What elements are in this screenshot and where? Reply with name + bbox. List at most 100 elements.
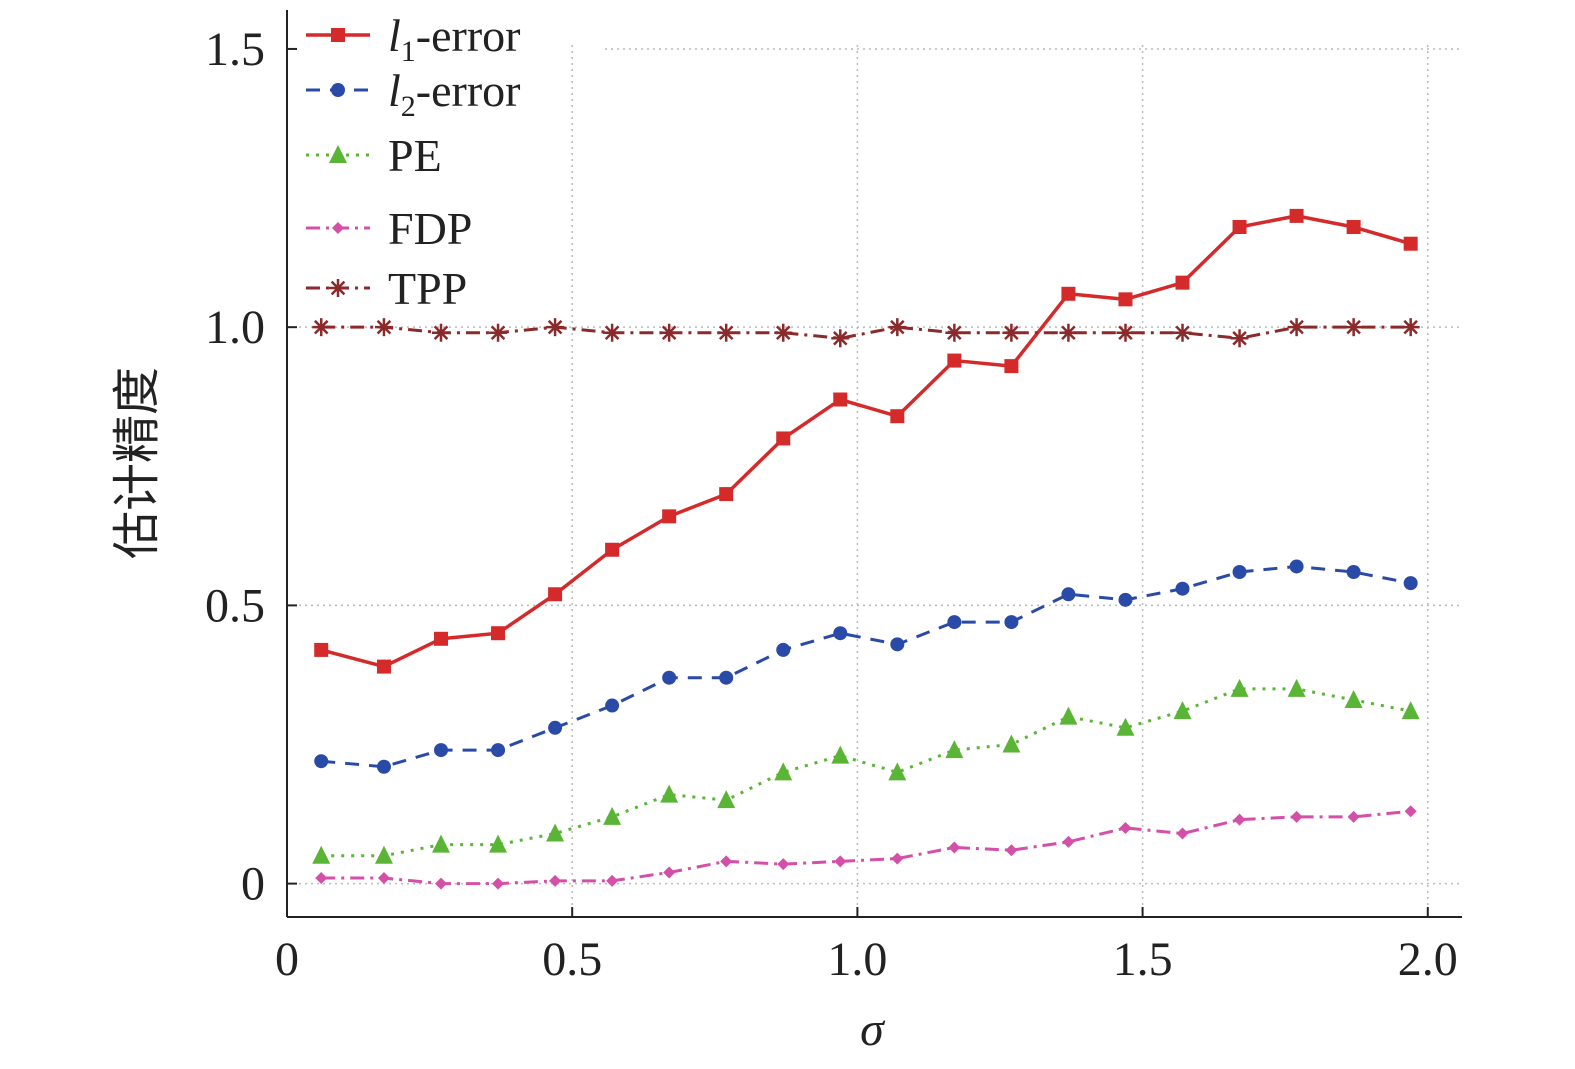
data-point-TPP bbox=[312, 318, 331, 337]
data-point-FDP bbox=[549, 874, 562, 887]
data-point-TPP bbox=[489, 323, 508, 342]
data-point-FDP bbox=[606, 874, 619, 887]
data-point-FDP bbox=[1290, 810, 1303, 823]
data-point-PE bbox=[888, 762, 907, 781]
data-point-FDP bbox=[720, 855, 733, 868]
legend-marker bbox=[329, 279, 347, 297]
data-point-FDP bbox=[663, 866, 676, 879]
data-point-l2-error bbox=[719, 670, 734, 685]
data-point-PE bbox=[312, 845, 331, 864]
data-point-TPP bbox=[831, 329, 850, 348]
data-point-l1-error bbox=[833, 392, 848, 407]
data-point-l2-error bbox=[1118, 592, 1133, 607]
data-point-PE bbox=[1059, 706, 1078, 725]
series-line-TPP bbox=[321, 325, 1411, 340]
series-group bbox=[312, 208, 1420, 890]
data-point-l2-error bbox=[376, 759, 391, 774]
data-point-FDP bbox=[1119, 821, 1132, 834]
data-point-PE bbox=[1230, 678, 1249, 697]
data-point-TPP bbox=[717, 323, 736, 342]
data-point-TPP bbox=[1344, 318, 1363, 337]
data-point-l2-error bbox=[1403, 576, 1418, 591]
y-tick-label: 1.5 bbox=[205, 23, 265, 76]
data-point-FDP bbox=[777, 858, 790, 871]
data-point-FDP bbox=[834, 855, 847, 868]
data-point-l1-error bbox=[491, 626, 506, 641]
series-l1-error bbox=[314, 208, 1418, 674]
data-point-PE bbox=[603, 806, 622, 825]
data-point-l2-error bbox=[833, 626, 848, 641]
data-point-PE bbox=[1344, 689, 1363, 708]
legend-marker bbox=[331, 28, 345, 42]
data-point-PE bbox=[1287, 678, 1306, 697]
legend-item-PE: PE bbox=[306, 130, 442, 181]
data-point-PE bbox=[1173, 701, 1192, 720]
series-line-l2-error bbox=[321, 564, 1411, 769]
series-l2-error bbox=[314, 559, 1418, 774]
x-tick-label: 2.0 bbox=[1398, 933, 1458, 986]
legend-label: FDP bbox=[388, 203, 472, 254]
data-point-l2-error bbox=[548, 720, 563, 735]
legend-item-FDP: FDP bbox=[306, 203, 472, 254]
data-point-TPP bbox=[945, 323, 964, 342]
y-tick-label: 0 bbox=[241, 858, 265, 911]
data-point-l1-error bbox=[1232, 220, 1247, 235]
data-point-PE bbox=[774, 762, 793, 781]
data-point-TPP bbox=[1002, 323, 1021, 342]
x-axis-label: σ bbox=[860, 1003, 886, 1056]
data-point-PE bbox=[546, 823, 565, 842]
data-point-l2-error bbox=[1175, 581, 1190, 596]
data-point-TPP bbox=[774, 323, 793, 342]
data-point-TPP bbox=[432, 323, 451, 342]
data-point-PE bbox=[1002, 734, 1021, 753]
data-point-FDP bbox=[492, 877, 505, 890]
data-point-FDP bbox=[948, 841, 961, 854]
data-point-l2-error bbox=[776, 642, 791, 657]
data-point-l1-error bbox=[1061, 286, 1076, 301]
tick-marks: 0 0.5 1.0 1.5 2.0 0 0.5 1.0 1.5 bbox=[205, 23, 1458, 986]
series-line-l1-error bbox=[320, 214, 1412, 669]
data-point-TPP bbox=[546, 318, 565, 337]
data-point-PE bbox=[1116, 717, 1135, 736]
data-point-l1-error bbox=[776, 431, 791, 446]
data-point-l1-error bbox=[434, 631, 449, 646]
data-point-PE bbox=[945, 740, 964, 759]
data-point-TPP bbox=[1401, 318, 1420, 337]
legend-label: TPP bbox=[388, 263, 467, 314]
data-point-TPP bbox=[603, 323, 622, 342]
data-point-l1-error bbox=[376, 659, 391, 674]
data-point-FDP bbox=[315, 872, 328, 885]
data-point-TPP bbox=[1287, 318, 1306, 337]
data-point-PE bbox=[831, 745, 850, 764]
legend-item-TPP: TPP bbox=[306, 263, 467, 314]
y-tick-label: 1.0 bbox=[205, 301, 265, 354]
axes bbox=[286, 10, 1462, 918]
data-point-l2-error bbox=[314, 754, 329, 769]
data-point-l1-error bbox=[719, 487, 734, 502]
data-point-l1-error bbox=[1175, 275, 1190, 290]
data-point-FDP bbox=[1347, 810, 1360, 823]
data-point-TPP bbox=[1116, 323, 1135, 342]
series-FDP bbox=[315, 805, 1417, 890]
y-axis-label: 估计精度 bbox=[111, 367, 164, 559]
data-point-l2-error bbox=[1232, 565, 1247, 580]
data-point-FDP bbox=[1176, 827, 1189, 840]
data-point-l1-error bbox=[1346, 220, 1361, 235]
data-point-l1-error bbox=[947, 353, 962, 368]
data-point-l2-error bbox=[1289, 559, 1304, 574]
data-point-FDP bbox=[1233, 813, 1246, 826]
data-point-TPP bbox=[1059, 323, 1078, 342]
data-point-FDP bbox=[1404, 805, 1417, 818]
data-point-FDP bbox=[891, 852, 904, 865]
data-point-l1-error bbox=[1118, 292, 1133, 307]
data-point-PE bbox=[717, 790, 736, 809]
legend-label: l2-error bbox=[388, 65, 520, 123]
data-point-PE bbox=[432, 834, 451, 853]
data-point-FDP bbox=[1005, 844, 1018, 857]
data-point-TPP bbox=[1173, 323, 1192, 342]
data-point-FDP bbox=[1062, 835, 1075, 848]
data-point-l1-error bbox=[1403, 236, 1418, 251]
legend-marker bbox=[332, 222, 344, 234]
